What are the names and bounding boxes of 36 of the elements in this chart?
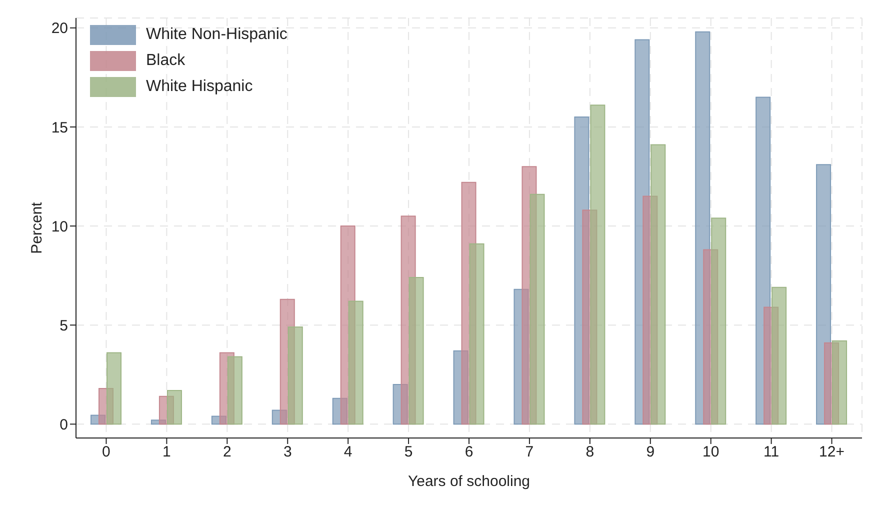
x-tick-label: 8 (586, 444, 594, 461)
y-tick-label: 15 (51, 119, 68, 136)
bar (469, 243, 484, 425)
y-tick-label: 10 (51, 218, 68, 236)
y-tick-label: 5 (60, 317, 68, 334)
x-tick-label: 4 (344, 444, 352, 461)
bar (288, 326, 303, 425)
bar (166, 390, 182, 425)
legend-label: White Non-Hispanic (146, 26, 288, 44)
x-tick-label: 9 (646, 444, 655, 461)
bar (408, 277, 424, 425)
bar (530, 194, 545, 425)
y-axis-title: Percent (28, 201, 46, 254)
bar (348, 300, 364, 425)
x-tick-label: 2 (222, 444, 232, 461)
y-tick-label: 0 (60, 416, 68, 434)
bar (590, 104, 606, 425)
bar (711, 218, 726, 425)
bar (106, 352, 122, 425)
x-tick-label: 10 (702, 444, 720, 461)
x-tick-label: 1 (162, 444, 171, 461)
x-tick-label: 6 (464, 444, 474, 461)
bar (650, 144, 666, 425)
x-tick-label: 5 (404, 444, 413, 461)
y-tick-label: 20 (51, 20, 68, 38)
x-tick-label: 7 (525, 444, 534, 461)
x-tick-label: 0 (102, 444, 110, 461)
x-tick-label: 12+ (819, 444, 845, 461)
bar (227, 356, 242, 425)
legend-label: Black (146, 52, 186, 70)
x-tick-label: 11 (764, 444, 780, 461)
bar (772, 286, 787, 425)
bar (832, 340, 848, 425)
x-axis-title: Years of schooling (408, 473, 530, 490)
x-tick-label: 3 (283, 444, 292, 461)
legend-label: White Hispanic (146, 78, 253, 96)
